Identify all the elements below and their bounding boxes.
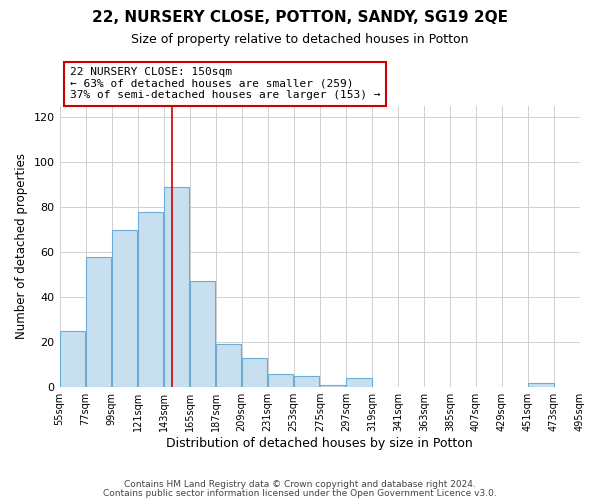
Bar xyxy=(346,378,371,387)
Bar xyxy=(268,374,293,387)
Bar xyxy=(320,385,346,387)
Text: 22, NURSERY CLOSE, POTTON, SANDY, SG19 2QE: 22, NURSERY CLOSE, POTTON, SANDY, SG19 2… xyxy=(92,10,508,25)
Text: Contains HM Land Registry data © Crown copyright and database right 2024.: Contains HM Land Registry data © Crown c… xyxy=(124,480,476,489)
Bar xyxy=(294,376,319,387)
Text: 22 NURSERY CLOSE: 150sqm
← 63% of detached houses are smaller (259)
37% of semi-: 22 NURSERY CLOSE: 150sqm ← 63% of detach… xyxy=(70,67,380,100)
Bar xyxy=(528,382,554,387)
Y-axis label: Number of detached properties: Number of detached properties xyxy=(15,154,28,340)
Bar xyxy=(138,212,163,387)
Text: Contains public sector information licensed under the Open Government Licence v3: Contains public sector information licen… xyxy=(103,488,497,498)
Text: Size of property relative to detached houses in Potton: Size of property relative to detached ho… xyxy=(131,32,469,46)
Bar xyxy=(242,358,268,387)
Bar xyxy=(164,187,190,387)
Bar xyxy=(190,282,215,387)
Bar xyxy=(86,256,111,387)
Bar xyxy=(112,230,137,387)
X-axis label: Distribution of detached houses by size in Potton: Distribution of detached houses by size … xyxy=(166,437,473,450)
Bar xyxy=(60,331,85,387)
Bar xyxy=(216,344,241,387)
